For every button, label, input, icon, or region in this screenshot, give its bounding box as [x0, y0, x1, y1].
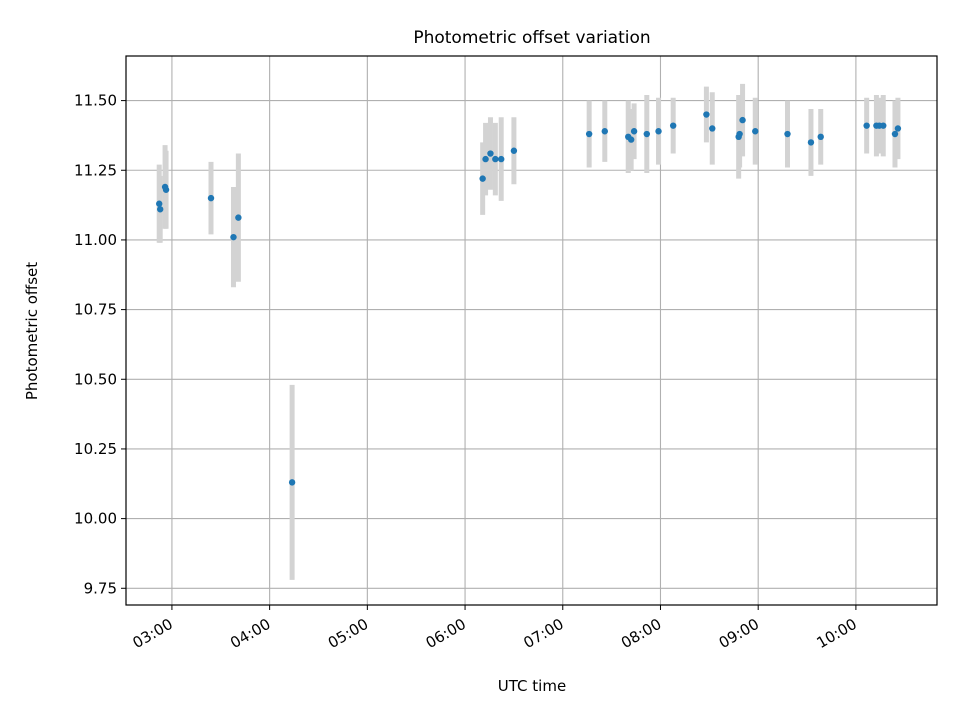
y-tick-label: 10.50: [74, 370, 117, 388]
data-point: [655, 128, 662, 135]
y-tick-label: 10.75: [74, 301, 117, 319]
data-point: [736, 130, 743, 138]
y-tick-label: 11.25: [74, 161, 117, 179]
data-point: [230, 233, 237, 241]
data-point: [817, 133, 824, 141]
data-point: [784, 130, 791, 138]
data-point: [487, 150, 494, 157]
plot-frame: [125, 55, 938, 606]
data-point: [709, 125, 716, 132]
data-point: [498, 155, 505, 163]
data-point: [207, 194, 215, 202]
data-point: [807, 139, 815, 146]
chart-title: Photometric offset variation: [413, 28, 650, 48]
data-point: [601, 128, 608, 135]
data-point: [235, 214, 242, 221]
data-point: [643, 130, 650, 138]
data-point: [627, 136, 635, 143]
y-tick-label: 10.25: [74, 440, 117, 458]
data-point: [739, 116, 746, 124]
data-point: [669, 122, 677, 129]
y-axis-ticks: 9.75 10.00 10.25 10.50 10.75 11.00 11.25 11.50: [74, 92, 126, 597]
data-point: [880, 122, 887, 129]
data-point: [891, 130, 899, 138]
data-point: [894, 125, 902, 132]
data-point: [479, 175, 486, 182]
data-point: [752, 128, 759, 135]
data-point: [630, 128, 638, 135]
y-axis-label: Photometric offset: [23, 262, 41, 400]
y-tick-label: 9.75: [84, 579, 117, 597]
data-point: [492, 155, 499, 163]
data-point: [863, 122, 870, 129]
y-tick-label: 10.00: [74, 510, 117, 528]
y-tick-label: 11.00: [74, 231, 117, 249]
data-point: [585, 130, 593, 138]
data-point: [162, 186, 170, 193]
x-axis-label: UTC time: [498, 677, 566, 695]
data-point: [482, 155, 489, 163]
data-point: [288, 479, 296, 486]
data-point: [510, 147, 518, 154]
data-point: [156, 206, 164, 213]
data-point: [156, 200, 163, 207]
y-tick-label: 11.50: [74, 92, 117, 110]
data-point: [703, 111, 710, 118]
data-points: [156, 111, 902, 486]
